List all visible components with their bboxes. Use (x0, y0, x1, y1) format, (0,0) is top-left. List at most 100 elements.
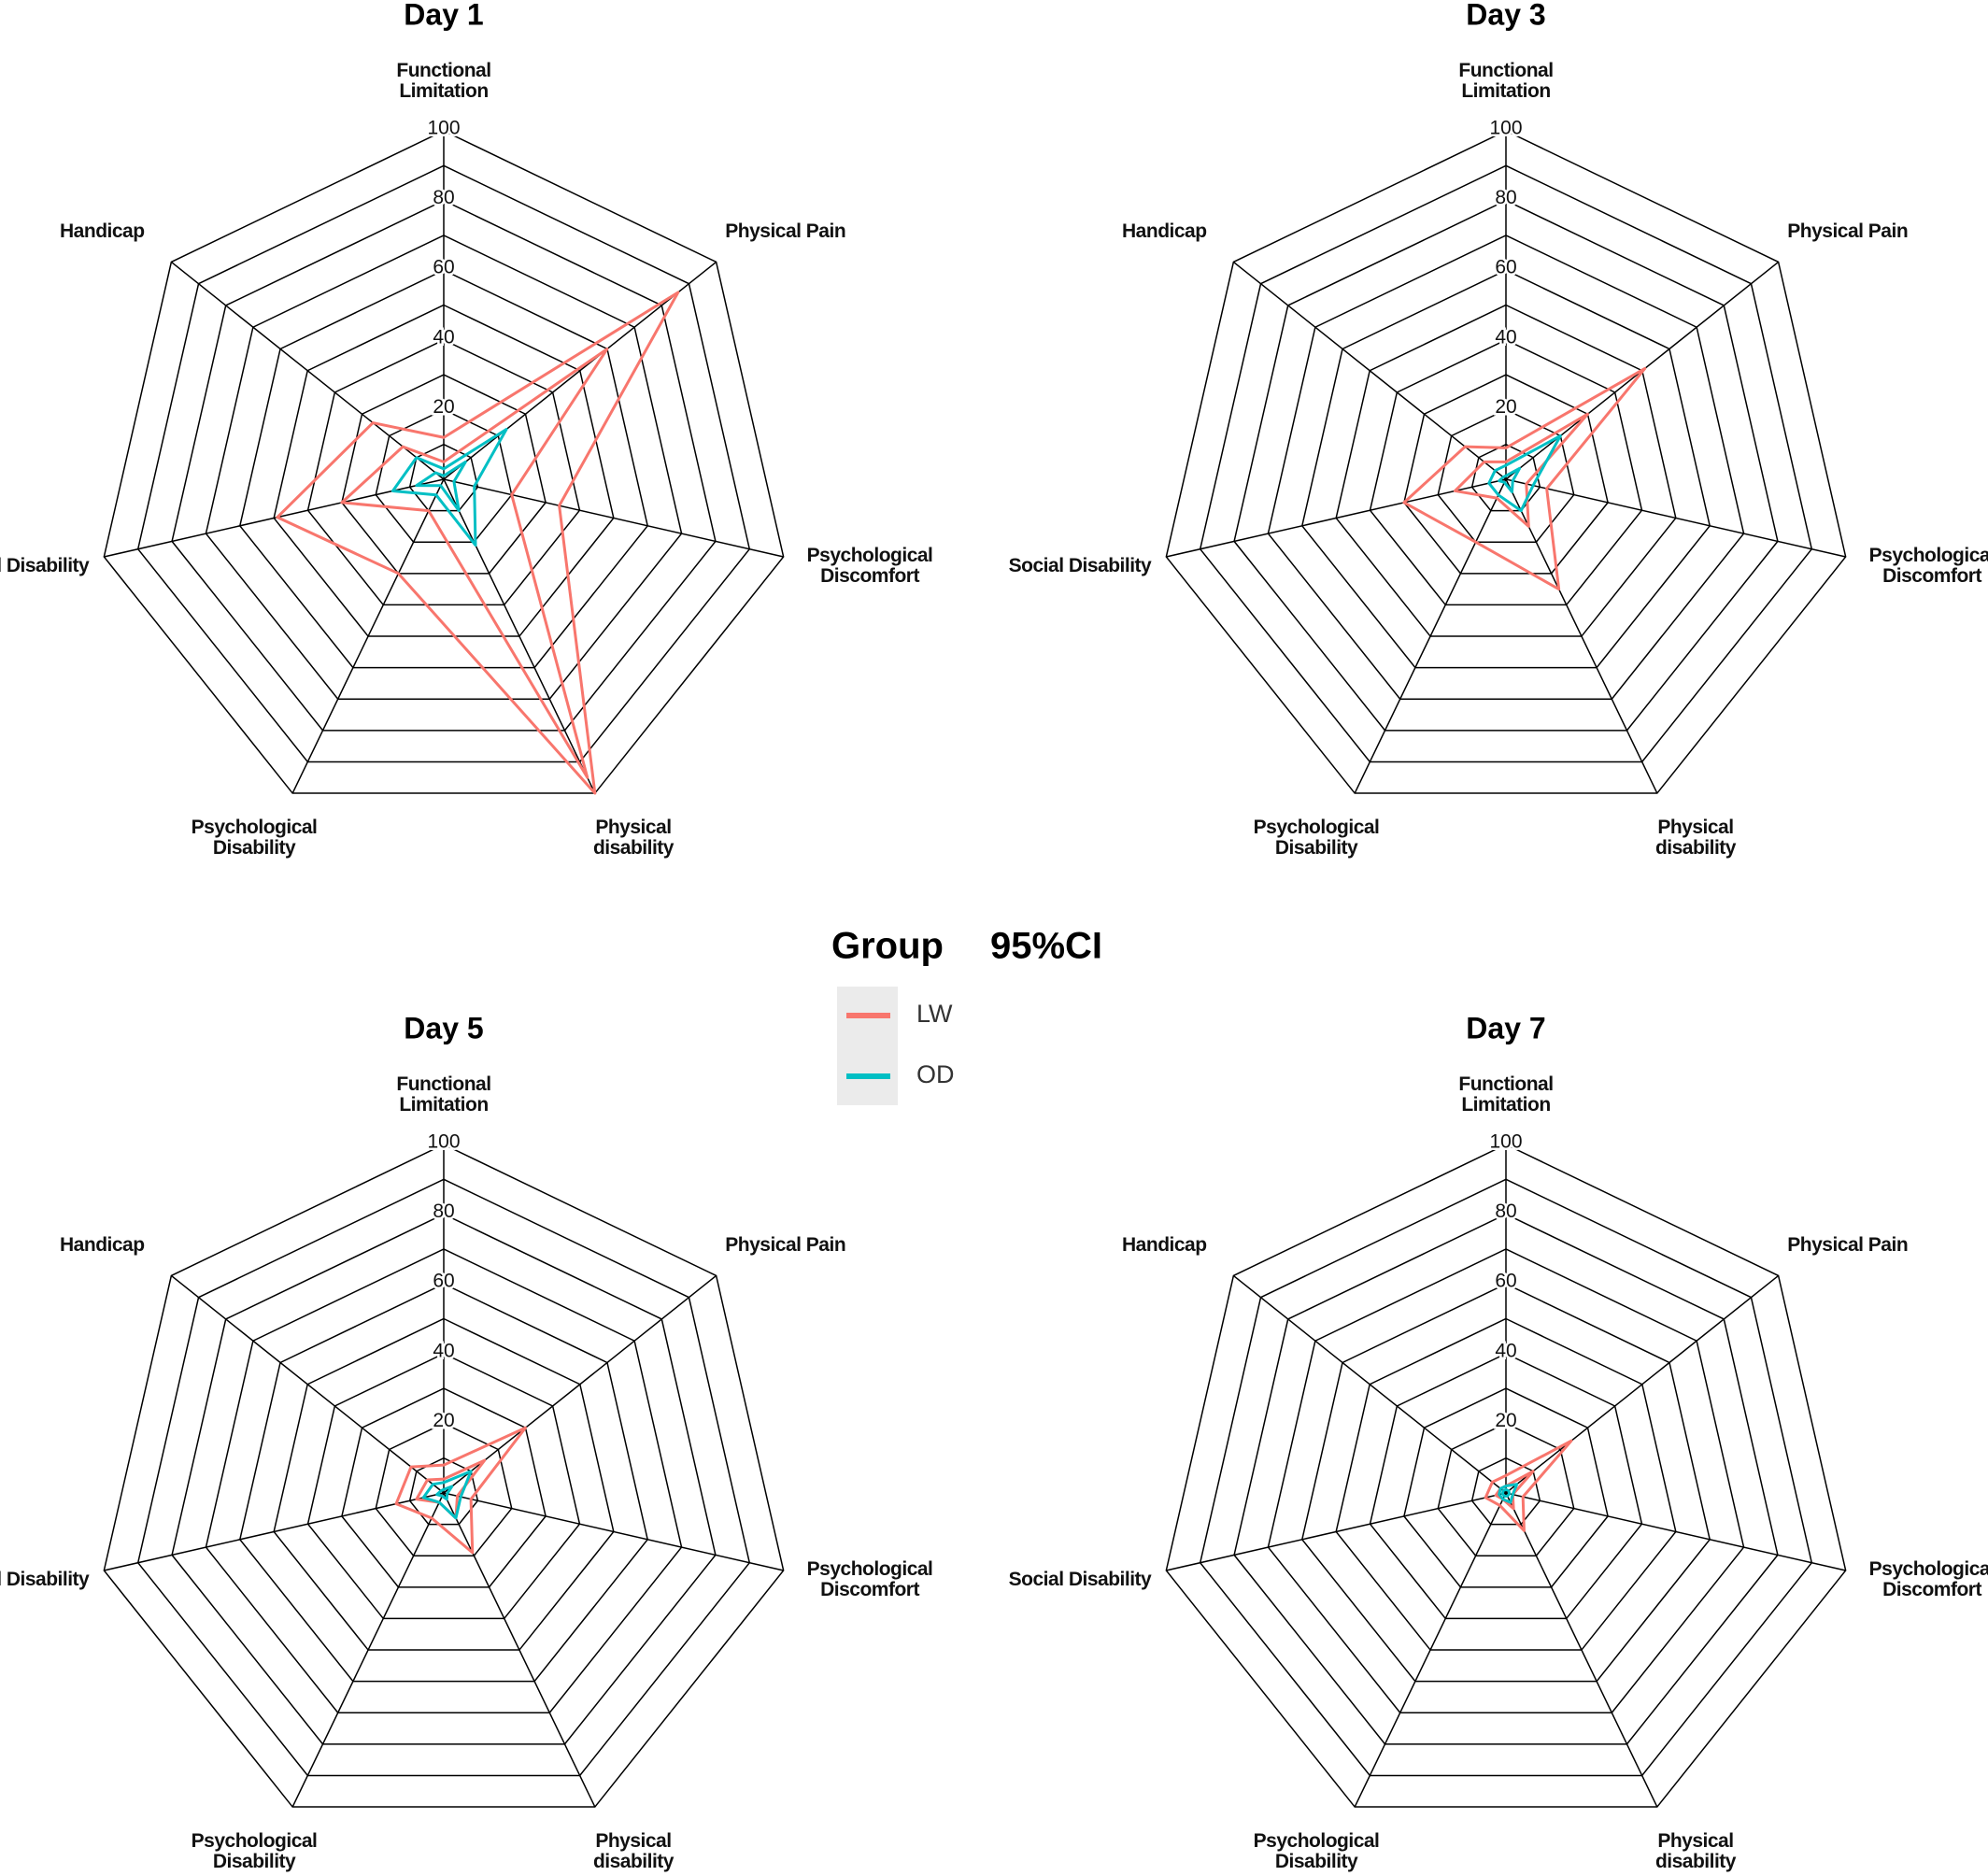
axis-label: Handicap (1122, 220, 1207, 242)
axis-label: Physical Pain (1787, 220, 1909, 242)
ci-upper-line (394, 1426, 527, 1555)
tick-label: 100 (427, 118, 460, 139)
ci-lower-line (1453, 412, 1589, 528)
minor-grid-ring (136, 164, 751, 763)
ci-upper-line (1487, 433, 1562, 513)
ci-lower-line (435, 1485, 454, 1501)
tick-label: 100 (1489, 1131, 1522, 1153)
ci-upper-line (1484, 1439, 1573, 1532)
ci-lower-line (340, 347, 609, 779)
minor-grid-ring (341, 1387, 547, 1588)
axis-label: Physical Pain (725, 220, 846, 242)
minor-grid-ring (1335, 304, 1677, 637)
grid-ring (1165, 130, 1847, 794)
chart-title: Day 5 (404, 1011, 483, 1045)
axis-label: Functional Limitation (396, 1073, 491, 1116)
chart-title: Day 1 (404, 0, 483, 31)
legend-title: Group (831, 926, 944, 967)
tick-label: 100 (427, 1131, 460, 1153)
axis-label: Physical disability (1654, 1829, 1737, 1872)
axis-label: Functional Limitation (396, 60, 491, 103)
grid-ring (171, 1213, 717, 1745)
ci-lower-line (1498, 466, 1522, 493)
tick-label: 60 (1495, 257, 1516, 278)
axis-label: Handicap (60, 1233, 145, 1256)
legend-label: LW (916, 1000, 953, 1028)
grid-ring (306, 338, 581, 606)
axis-label: Handicap (60, 220, 145, 242)
minor-grid-ring (205, 1248, 683, 1713)
axis-label: Physical disability (1654, 816, 1737, 859)
grid-ring (171, 199, 717, 732)
axis-label: Handicap (1122, 1233, 1207, 1256)
grid-ring (1300, 1283, 1711, 1683)
grid-ring (1233, 1213, 1779, 1745)
minor-grid-ring (273, 1317, 615, 1651)
axis-label: Psychological Discomfort (806, 544, 933, 587)
minor-grid-ring (408, 443, 479, 512)
grid-ring (306, 1352, 581, 1620)
minor-grid-ring (1403, 1387, 1609, 1588)
axis-label: Functional Limitation (1458, 60, 1554, 103)
axis-label: Psychological Disability (1253, 816, 1380, 859)
minor-grid-ring (341, 374, 547, 575)
grid-ring (238, 269, 649, 669)
tick-label: 80 (1495, 1201, 1516, 1222)
tick-label: 60 (433, 257, 454, 278)
minor-grid-ring (136, 1178, 751, 1777)
axis-label: Social Disability (0, 554, 90, 576)
tick-label: 80 (433, 187, 454, 208)
grid-ring (1369, 338, 1643, 606)
tick-label: 100 (1489, 118, 1522, 139)
minor-grid-ring (205, 234, 683, 700)
grid-ring (1300, 269, 1711, 669)
grid-ring (1165, 1144, 1847, 1808)
minor-grid-ring (1470, 443, 1541, 512)
axis-label: Psychological Disability (1253, 1829, 1380, 1872)
axis-label: Social Disability (0, 1568, 90, 1590)
tick-label: 20 (433, 1410, 454, 1431)
axis-label: Physical disability (592, 1829, 674, 1872)
axis-label: Psychological Discomfort (806, 1557, 933, 1600)
grid-ring (375, 408, 513, 543)
ci-upper-line (1402, 366, 1647, 591)
tick-label: 40 (1495, 326, 1516, 348)
minor-grid-ring (1267, 1248, 1745, 1713)
grid-ring (1437, 408, 1575, 543)
ci-lower-line (415, 460, 467, 513)
axis-label: Psychological Disability (191, 1829, 318, 1872)
grid-ring (1437, 1422, 1575, 1556)
axis-label: Psychological Disability (191, 816, 318, 859)
axis-label: Physical Pain (1787, 1233, 1909, 1256)
grid-ring (103, 130, 785, 794)
tick-label: 60 (433, 1271, 454, 1292)
ci-upper-line (1498, 1483, 1519, 1504)
grid-ring (1369, 1352, 1643, 1620)
tick-label: 60 (1495, 1271, 1516, 1292)
tick-label: 20 (1495, 1410, 1516, 1431)
axis-label: Social Disability (1008, 1568, 1152, 1590)
minor-grid-ring (1199, 1178, 1813, 1777)
tick-label: 40 (1495, 1340, 1516, 1361)
axis-label: Psychological Discomfort (1868, 1557, 1988, 1600)
minor-grid-ring (1403, 374, 1609, 575)
minor-grid-ring (1199, 164, 1813, 763)
ci-upper-line (421, 1470, 473, 1520)
ci-lower-line (1500, 1487, 1512, 1498)
minor-grid-ring (273, 304, 615, 637)
minor-grid-ring (1335, 1317, 1677, 1651)
grid-ring (238, 1283, 649, 1683)
minor-grid-ring (1470, 1457, 1541, 1526)
axis-label: Physical disability (592, 816, 674, 859)
axis-label: Functional Limitation (1458, 1073, 1554, 1116)
legend-label: OD (916, 1060, 955, 1088)
grid-ring (1233, 199, 1779, 732)
ci-upper-line (276, 291, 680, 795)
minor-grid-ring (1267, 234, 1745, 700)
tick-label: 20 (1495, 396, 1516, 418)
tick-label: 40 (433, 1340, 454, 1361)
chart-title: Day 7 (1466, 1011, 1545, 1045)
axis-label: Physical Pain (725, 1233, 846, 1256)
